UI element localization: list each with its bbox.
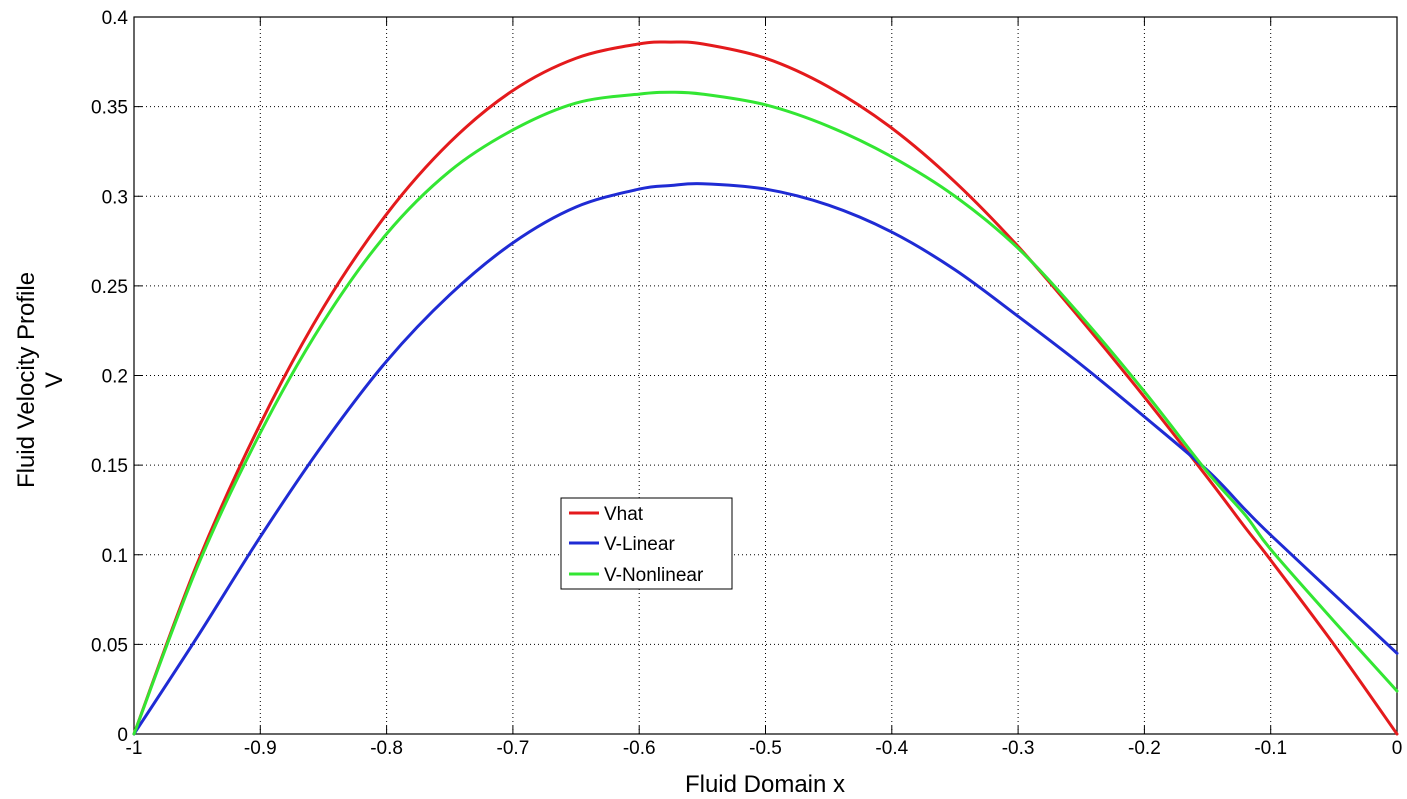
y-tick-label: 0.2 [102,367,128,388]
x-tick-label: 0 [1392,738,1403,759]
series-line-v-linear [132,182,1399,736]
x-tick-label: -0.9 [244,738,277,759]
x-tick-label: -0.3 [1002,738,1035,759]
y-tick-label: 0.05 [91,635,128,656]
axis-ticks: -1 -0.9 -0.8 -0.7 -0.6 -0.5 -0.4 -0.3 -0.2 -0.1 0 0… [91,8,1402,759]
series-line-v-nonlinear [132,90,1399,736]
x-tick-label: -0.8 [370,738,403,759]
y-tick-label: 0.4 [102,8,129,29]
y-tick-label: 0.35 [91,98,128,119]
legend-label-vhat: Vhat [604,504,644,525]
x-tick-label: -0.6 [623,738,656,759]
y-tick-label: 0.25 [91,277,128,298]
y-tick-label: 0.1 [102,546,128,567]
x-tick-label: -0.4 [875,738,908,759]
y-tick-label: 0.15 [91,456,128,477]
y-axis-unit-label: V [41,372,68,388]
legend-label-v-linear: V-Linear [604,534,675,555]
x-tick-label: -0.5 [749,738,782,759]
grid [134,17,1397,734]
series-line-vhat [132,40,1399,736]
x-tick-label: -0.7 [497,738,530,759]
series-lines [132,40,1399,736]
x-tick-label: -0.2 [1128,738,1161,759]
legend-label-v-nonlinear: V-Nonlinear [604,565,704,586]
legend: Vhat V-Linear V-Nonlinear [560,497,733,590]
y-axis-label: Fluid Velocity Profile [13,272,40,488]
x-axis-label: Fluid Domain x [685,771,845,798]
y-tick-label: 0 [117,725,128,746]
plot-area [133,16,1398,735]
x-tick-label: -1 [126,738,143,759]
y-tick-label: 0.3 [102,187,128,208]
x-tick-label: -0.1 [1254,738,1287,759]
